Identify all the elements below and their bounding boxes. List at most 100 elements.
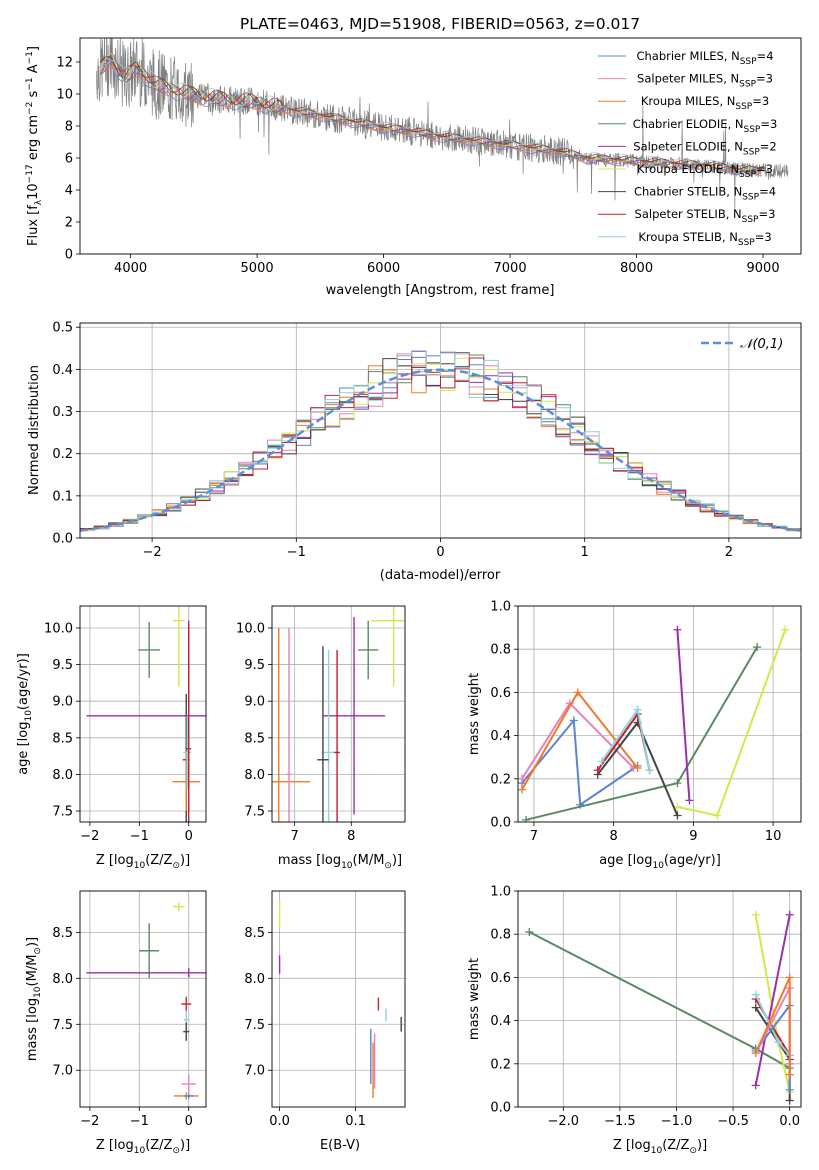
- x-tick-label: 9000: [747, 261, 780, 276]
- x-tick-label: 10: [765, 829, 782, 844]
- x-tick-label: 0: [185, 1114, 193, 1129]
- panel-mass_vs_ebv: 0.0 0.1 7.0 7.5 8.0 8.5 E(B-V): [244, 890, 406, 1153]
- y-tick-label: 7.5: [52, 805, 73, 820]
- y-tick-label: 1.0: [490, 885, 511, 900]
- errorbar-point: [272, 627, 310, 822]
- y-tick-label: 7.5: [244, 805, 265, 820]
- y-tick-label: 8.5: [52, 926, 73, 941]
- weight-line: [754, 914, 791, 1086]
- axes-frame: [79, 890, 207, 1108]
- x-axis-label: mass [log10(M/M⊙)]: [278, 853, 402, 871]
- y-tick-label: 7.5: [244, 1018, 265, 1033]
- weight-line: [521, 717, 639, 807]
- x-tick-label: −2: [80, 829, 99, 844]
- errorbar-point: [183, 715, 192, 790]
- weight-marker: [518, 785, 526, 794]
- weight-marker: [521, 815, 530, 822]
- x-tick-label: −1.5: [604, 1114, 636, 1129]
- axes-frame: [79, 37, 802, 255]
- x-tick-label: 0: [436, 545, 444, 560]
- panel-residuals: −2 −1 0 1 2 0.0 0.1 0.2 0.3 0.4 0.5 𝒩(0,1) (data-mod…: [27, 321, 802, 583]
- y-tick-label: 0.4: [490, 729, 511, 744]
- y-tick-label: 8.0: [52, 768, 73, 783]
- y-tick-label: 0.8: [490, 643, 511, 658]
- plot-area: [272, 891, 405, 1107]
- weight-line: [676, 629, 691, 801]
- plot-area: [272, 606, 405, 822]
- weight-marker: [774, 1038, 783, 1047]
- y-tick-label: 8.5: [244, 926, 265, 941]
- weight-marker: [785, 1085, 794, 1094]
- legend-entry: Salpeter STELIB, NSSP=3: [635, 207, 776, 225]
- y-axis-label: mass weight: [467, 673, 482, 755]
- y-tick-label: 0.3: [52, 405, 73, 420]
- x-tick-label: −2: [143, 545, 162, 560]
- weight-marker: [573, 688, 582, 697]
- y-tick-label: 8.5: [52, 731, 73, 746]
- histogram-7: [80, 357, 801, 530]
- x-tick-label: −1: [130, 829, 149, 844]
- errorbar-point: [139, 923, 160, 979]
- x-tick-label: −1.0: [661, 1114, 693, 1129]
- x-axis-label: Z [log10(Z/Z⊙)]: [96, 1138, 190, 1156]
- plot-area: [80, 891, 206, 1107]
- weight-marker: [785, 910, 794, 919]
- x-axis-label: Z [log10(Z/Z⊙)]: [613, 1138, 707, 1156]
- x-tick-label: 7: [290, 829, 298, 844]
- errorbar-point: [138, 622, 161, 678]
- y-tick-label: 7.0: [244, 1064, 265, 1079]
- errorbar-point: [181, 996, 192, 1012]
- x-tick-label: 9: [689, 829, 697, 844]
- x-tick-label: 6000: [367, 261, 400, 276]
- x-tick-label: 8: [610, 829, 618, 844]
- y-tick-label: 9.5: [52, 658, 73, 673]
- panel-age_vs_mass: 7 8 7.5 8.0 8.5 9.0 9.5 10.0 mass [log10(M/M⊙)]: [236, 605, 406, 871]
- figure-title: PLATE=0463, MJD=51908, FIBERID=0563, z=0…: [240, 15, 640, 33]
- panel-weight_vs_Z: −2.0 −1.5 −1.0 −0.5 0.0 0.0 0.2 0.4 0.6 0.8 1.0 mas…: [467, 885, 802, 1156]
- errorbar-point: [183, 1093, 194, 1099]
- spectrum-model-3: [100, 58, 763, 174]
- spectrum-model-8: [100, 59, 763, 169]
- x-axis-label: wavelength [Angstrom, rest frame]: [326, 283, 555, 298]
- y-axis-label: Flux [fλ10−17 erg cm−2 s−1 A−1]: [25, 46, 44, 246]
- y-tick-label: 7.0: [52, 1064, 73, 1079]
- x-tick-label: −1: [130, 1114, 149, 1129]
- y-tick-label: 0.6: [490, 686, 511, 701]
- plot-area: [518, 891, 801, 1107]
- weight-marker: [753, 643, 762, 652]
- weight-marker: [751, 1003, 760, 1012]
- weight-line: [528, 931, 791, 1069]
- x-tick-label: −0.5: [717, 1114, 749, 1129]
- y-tick-label: 10.0: [236, 621, 265, 636]
- x-tick-label: 0.1: [345, 1114, 366, 1129]
- x-tick-label: 0: [185, 829, 193, 844]
- legend-entry: 𝒩(0,1): [740, 337, 783, 352]
- x-tick-label: 2: [725, 545, 733, 560]
- errorbar-point: [334, 649, 340, 822]
- x-tick-label: 8: [347, 829, 355, 844]
- weight-marker: [751, 910, 760, 919]
- y-tick-label: 0.0: [490, 1101, 511, 1116]
- y-tick-label: 2: [65, 216, 73, 231]
- x-tick-label: 7: [530, 829, 538, 844]
- y-tick-label: 9.5: [244, 658, 265, 673]
- panel-weight_vs_age: 7 8 9 10 0.0 0.2 0.4 0.6 0.8 1.0 mass weight age [l…: [467, 600, 802, 871]
- y-axis-label: mass [log10(M/M⊙)]: [25, 937, 43, 1061]
- x-tick-label: 5000: [241, 261, 274, 276]
- panel-mass_vs_Z: −2 −1 0 7.0 7.5 8.0 8.5 Z [log10(Z/Z⊙)] mass [lo…: [25, 890, 207, 1156]
- weight-marker: [518, 774, 526, 783]
- weight-marker: [685, 796, 694, 805]
- axes-frame: [271, 605, 406, 823]
- errorbar-point: [172, 752, 201, 812]
- weight-marker: [785, 973, 794, 982]
- panel-age_vs_Z: −2 −1 0 7.5 8.0 8.5 9.0 9.5 10.0 Z [log10(Z/Z⊙)] a…: [16, 605, 207, 871]
- x-tick-label: −1: [287, 545, 306, 560]
- spectrum-model-6: [99, 56, 763, 171]
- y-tick-label: 0.2: [490, 772, 511, 787]
- x-axis-label: age [log10(age/yr)]: [599, 853, 721, 871]
- weight-marker: [633, 764, 642, 772]
- y-axis-label: mass weight: [467, 958, 482, 1040]
- errorbar-point: [321, 649, 336, 822]
- errorbar-point: [172, 902, 185, 912]
